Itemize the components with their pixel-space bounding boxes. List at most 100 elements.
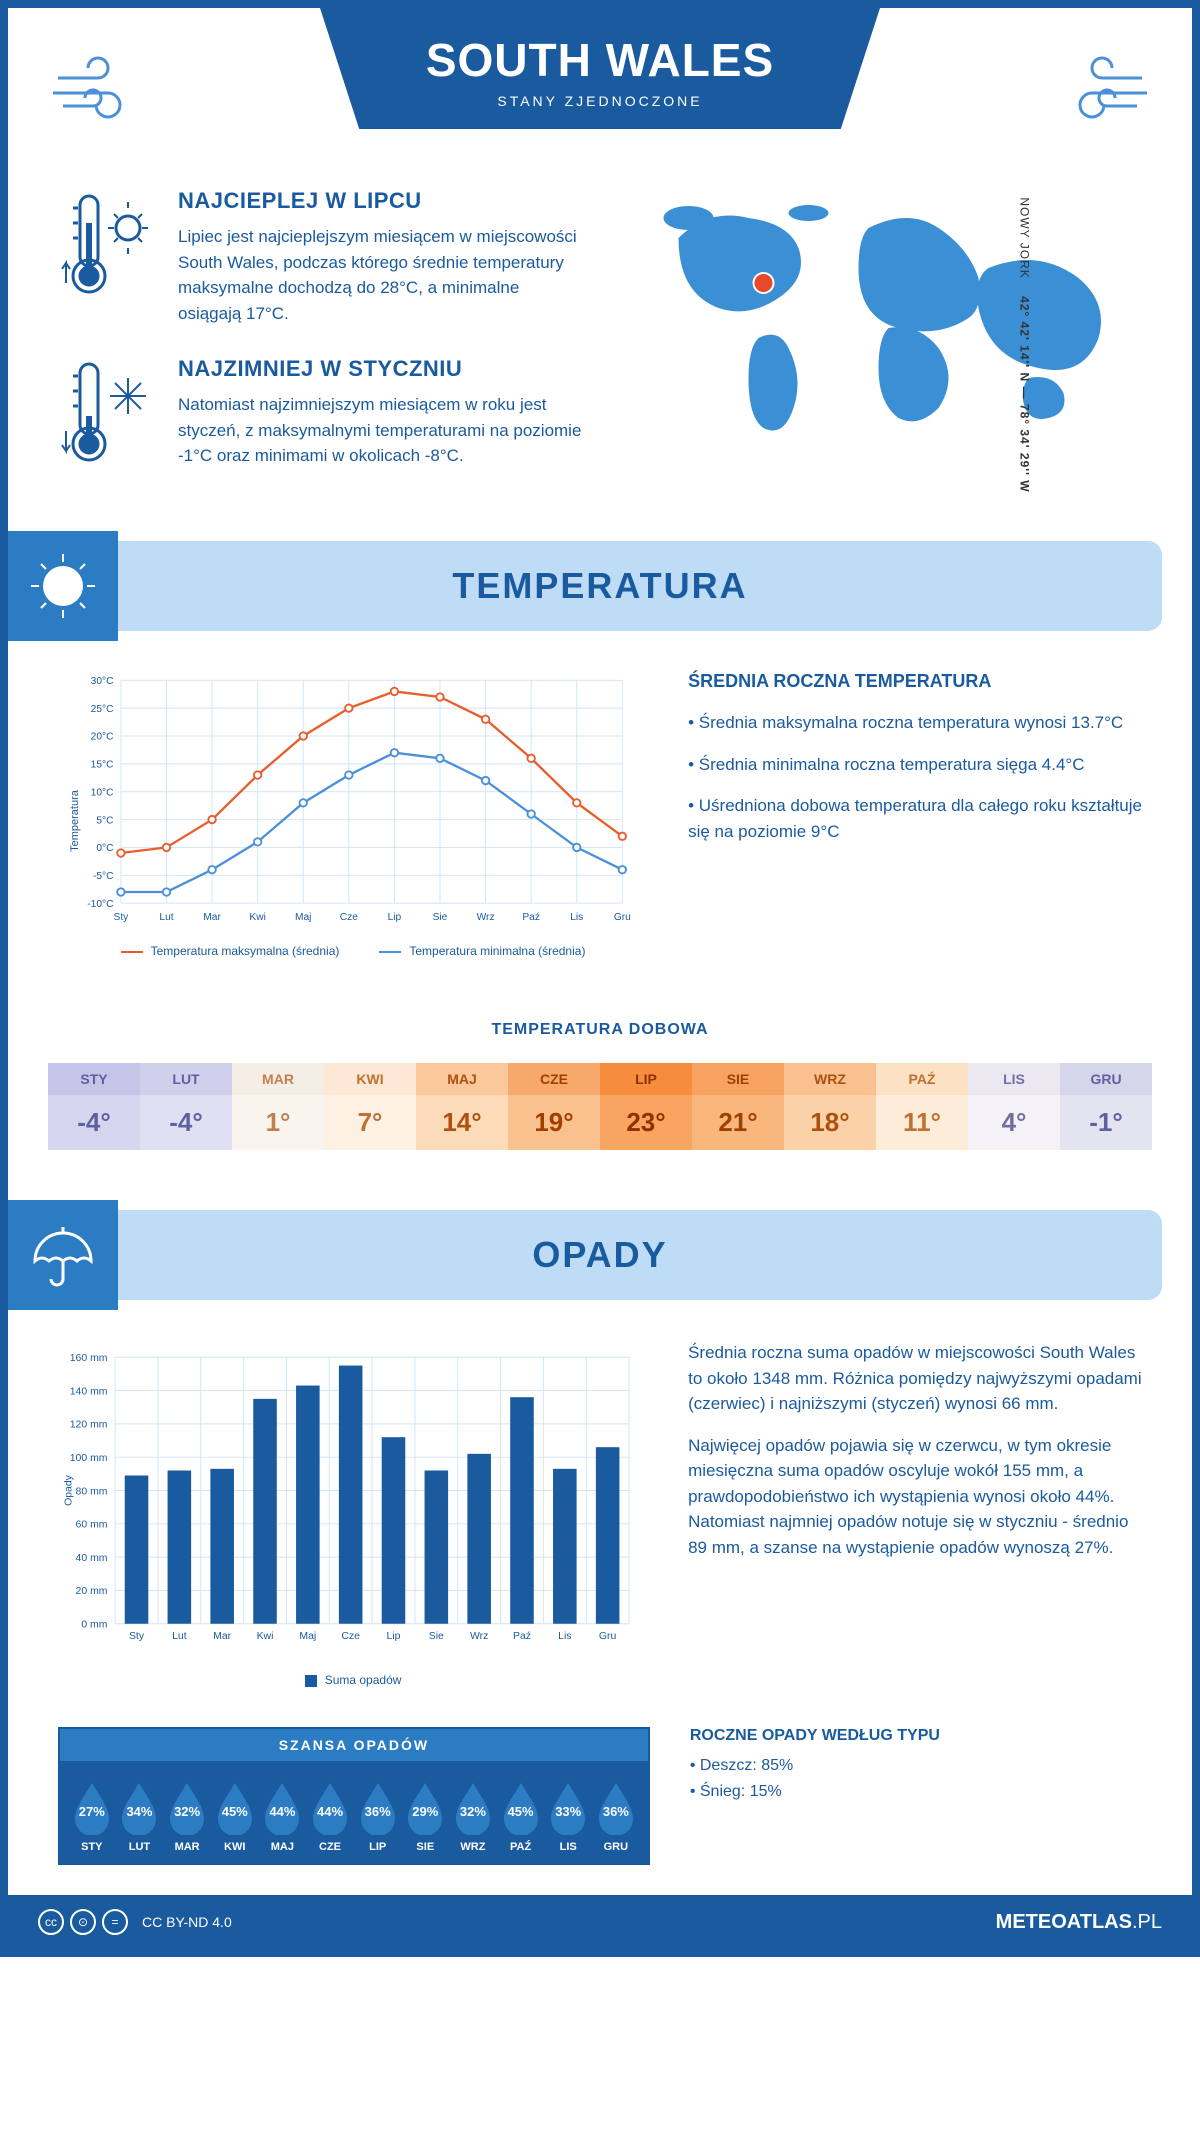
chance-month: PAŹ xyxy=(498,1841,544,1853)
precipitation-body: 0 mm20 mm40 mm60 mm80 mm100 mm120 mm140 … xyxy=(8,1300,1192,1707)
chance-month: MAR xyxy=(164,1841,210,1853)
svg-text:Sie: Sie xyxy=(429,1631,444,1642)
daily-temp-title: TEMPERATURA DOBOWA xyxy=(8,1021,1192,1039)
svg-text:25°C: 25°C xyxy=(91,704,114,715)
temperature-annual-text: ŚREDNIA ROCZNA TEMPERATURA • Średnia mak… xyxy=(688,671,1142,971)
svg-text:0 mm: 0 mm xyxy=(81,1620,107,1631)
page-subtitle: STANY ZJEDNOCZONE xyxy=(320,93,880,109)
type-title: ROCZNE OPADY WEDŁUG TYPU xyxy=(690,1727,1142,1745)
bar-legend: Suma opadów xyxy=(58,1673,648,1687)
svg-text:Paź: Paź xyxy=(522,912,540,923)
chance-drop: 34% xyxy=(116,1779,162,1835)
daily-cell: LIP 23° xyxy=(600,1053,692,1160)
chance-month: KWI xyxy=(212,1841,258,1853)
chance-month: LIP xyxy=(355,1841,401,1853)
chance-drop: 32% xyxy=(450,1779,496,1835)
chance-drops-row: 27% 34% 32% 45% 44% 44% 36% 29% 32% 45% … xyxy=(60,1761,648,1835)
svg-text:Mar: Mar xyxy=(203,912,221,923)
annual-title: ŚREDNIA ROCZNA TEMPERATURA xyxy=(688,671,1142,692)
warmest-title: NAJCIEPLEJ W LIPCU xyxy=(178,188,585,214)
precipitation-text: Średnia roczna suma opadów w miejscowośc… xyxy=(688,1340,1142,1687)
svg-text:Lis: Lis xyxy=(570,912,583,923)
svg-text:Paź: Paź xyxy=(513,1631,531,1642)
daily-cell: SIE 21° xyxy=(692,1053,784,1160)
svg-text:-5°C: -5°C xyxy=(93,871,114,882)
daily-cell: GRU -1° xyxy=(1060,1053,1152,1160)
svg-text:Cze: Cze xyxy=(340,912,358,923)
daily-cell: WRZ 18° xyxy=(784,1053,876,1160)
legend-min: Temperatura minimalna (średnia) xyxy=(379,944,585,958)
chart-legend: Temperatura maksymalna (średnia) Tempera… xyxy=(58,944,648,958)
umbrella-icon xyxy=(8,1200,118,1310)
annual-b2: • Średnia minimalna roczna temperatura s… xyxy=(688,752,1142,778)
chance-drop: 45% xyxy=(498,1779,544,1835)
map-column: NOWY JORK 42° 42' 14'' N — 78° 34' 29'' … xyxy=(615,188,1142,501)
svg-text:Wrz: Wrz xyxy=(470,1631,488,1642)
intro-section: NAJCIEPLEJ W LIPCU Lipiec jest najcieple… xyxy=(8,188,1192,541)
daily-cell: MAJ 14° xyxy=(416,1053,508,1160)
chance-drop: 44% xyxy=(307,1779,353,1835)
temperature-line-chart: Temperatura -10°C-5°C0°C5°C10°C15°C20°C2… xyxy=(58,671,648,971)
intro-text-column: NAJCIEPLEJ W LIPCU Lipiec jest najcieple… xyxy=(58,188,585,501)
page-title: SOUTH WALES xyxy=(320,33,880,87)
svg-text:Cze: Cze xyxy=(341,1631,360,1642)
legend-max: Temperatura maksymalna (średnia) xyxy=(121,944,340,958)
bar-chart-svg: 0 mm20 mm40 mm60 mm80 mm100 mm120 mm140 … xyxy=(58,1340,648,1660)
svg-text:5°C: 5°C xyxy=(96,815,113,826)
chance-drop: 29% xyxy=(402,1779,448,1835)
svg-text:Lis: Lis xyxy=(558,1631,571,1642)
chance-drop: 27% xyxy=(69,1779,115,1835)
svg-text:Maj: Maj xyxy=(295,912,311,923)
svg-text:Mar: Mar xyxy=(213,1631,232,1642)
svg-text:60 mm: 60 mm xyxy=(76,1520,108,1531)
chance-month: LIS xyxy=(545,1841,591,1853)
temperature-header: TEMPERATURA xyxy=(38,541,1162,631)
daily-cell: KWI 7° xyxy=(324,1053,416,1160)
cc-icons: cc ⊙ = xyxy=(38,1909,128,1935)
chance-month: WRZ xyxy=(450,1841,496,1853)
precip-p1: Średnia roczna suma opadów w miejscowośc… xyxy=(688,1340,1142,1417)
svg-text:Lut: Lut xyxy=(159,912,173,923)
coldest-desc: Natomiast najzimniejszym miesiącem w rok… xyxy=(178,392,585,469)
section-title: TEMPERATURA xyxy=(38,565,1162,607)
svg-text:Opady: Opady xyxy=(63,1474,74,1506)
chance-month: MAJ xyxy=(259,1841,305,1853)
precipitation-chance-table: SZANSA OPADÓW 27% 34% 32% 45% 44% 44% 36… xyxy=(58,1727,650,1865)
nd-icon: = xyxy=(102,1909,128,1935)
svg-text:160 mm: 160 mm xyxy=(70,1353,108,1364)
svg-text:15°C: 15°C xyxy=(91,760,114,771)
svg-text:Wrz: Wrz xyxy=(477,912,495,923)
type-snow: • Śnieg: 15% xyxy=(690,1779,1142,1805)
chance-month: LUT xyxy=(116,1841,162,1853)
svg-text:100 mm: 100 mm xyxy=(70,1453,108,1464)
chance-month: CZE xyxy=(307,1841,353,1853)
precipitation-header: OPADY xyxy=(38,1210,1162,1300)
chance-month: SIE xyxy=(402,1841,448,1853)
sun-icon xyxy=(8,531,118,641)
svg-text:120 mm: 120 mm xyxy=(70,1420,108,1431)
svg-text:Gru: Gru xyxy=(599,1631,617,1642)
infographic-page: SOUTH WALES STANY ZJEDNOCZONE NAJCIEPLEJ… xyxy=(0,0,1200,1957)
svg-text:10°C: 10°C xyxy=(91,787,114,798)
svg-text:Maj: Maj xyxy=(299,1631,316,1642)
type-rain: • Deszcz: 85% xyxy=(690,1753,1142,1779)
chance-months-row: STYLUTMARKWIMAJCZELIPSIEWRZPAŹLISGRU xyxy=(60,1835,648,1853)
chance-drop: 33% xyxy=(545,1779,591,1835)
svg-text:Lip: Lip xyxy=(387,1631,401,1642)
svg-text:Gru: Gru xyxy=(614,912,631,923)
svg-text:80 mm: 80 mm xyxy=(76,1486,108,1497)
daily-cell: LUT -4° xyxy=(140,1053,232,1160)
daily-cell: LIS 4° xyxy=(968,1053,1060,1160)
chance-drop: 36% xyxy=(593,1779,639,1835)
world-map xyxy=(615,188,1142,448)
thermometer-cold-icon xyxy=(58,356,158,471)
warmest-desc: Lipiec jest najcieplejszym miesiącem w m… xyxy=(178,224,585,326)
svg-text:Lip: Lip xyxy=(388,912,402,923)
daily-cell: PAŹ 11° xyxy=(876,1053,968,1160)
daily-temp-table: STY -4° LUT -4° MAR 1° KWI 7° MAJ 14° CZ… xyxy=(48,1053,1152,1160)
warmest-block: NAJCIEPLEJ W LIPCU Lipiec jest najcieple… xyxy=(58,188,585,326)
annual-b1: • Średnia maksymalna roczna temperatura … xyxy=(688,710,1142,736)
license-text: CC BY-ND 4.0 xyxy=(142,1914,232,1930)
svg-text:Kwi: Kwi xyxy=(257,1631,274,1642)
svg-text:0°C: 0°C xyxy=(96,843,113,854)
